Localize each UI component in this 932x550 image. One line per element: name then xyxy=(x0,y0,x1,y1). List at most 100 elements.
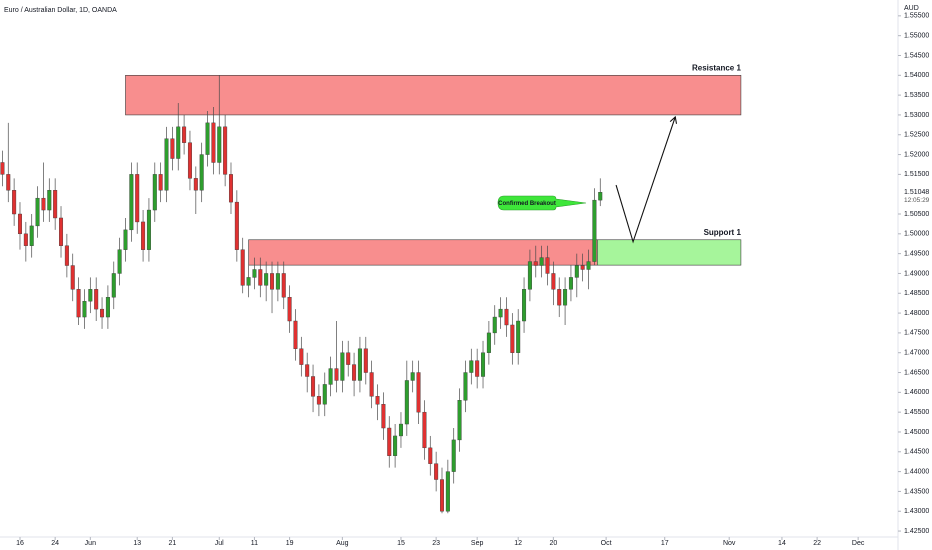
candle-body xyxy=(557,289,562,306)
candle-body xyxy=(375,396,380,405)
candle-body xyxy=(457,400,462,441)
y-tick-label: 1.50500 xyxy=(904,211,929,218)
candle-body xyxy=(59,217,64,246)
x-tick-label: 17 xyxy=(661,540,669,547)
candle-body xyxy=(88,289,93,302)
candle-body xyxy=(94,289,99,310)
candle-body xyxy=(486,332,491,353)
y-tick-label: 1.49500 xyxy=(904,250,929,257)
callout-text: Confirmed Breakout xyxy=(498,201,556,207)
candle-body xyxy=(410,372,415,381)
y-tick-label: 1.52500 xyxy=(904,132,929,139)
candle-body xyxy=(545,257,550,274)
candle-body xyxy=(522,289,527,322)
y-tick-label: 1.55500 xyxy=(904,13,929,20)
projection-arrowhead xyxy=(669,115,678,124)
candle-body xyxy=(100,308,105,318)
candle-body xyxy=(416,372,421,413)
candle-body xyxy=(146,209,151,250)
candle-body xyxy=(123,229,128,250)
y-tick-label: 1.43500 xyxy=(904,488,929,495)
candle-body xyxy=(580,265,585,270)
candle-body xyxy=(64,245,69,266)
candle-body xyxy=(47,190,52,211)
candle-body xyxy=(328,368,333,385)
candle-body xyxy=(193,178,198,191)
candle-body xyxy=(352,364,357,381)
candle-body xyxy=(182,126,187,143)
x-tick-label: 22 xyxy=(813,540,821,547)
candle-body xyxy=(264,273,269,286)
candle-body xyxy=(381,404,386,429)
candle-body xyxy=(281,273,286,298)
x-tick-label: 23 xyxy=(432,540,440,547)
x-tick-label: Jun xyxy=(85,540,96,547)
candle-body xyxy=(246,277,251,286)
y-tick-label: 1.43000 xyxy=(904,508,929,515)
candle-body xyxy=(228,174,233,203)
x-tick-label: 19 xyxy=(286,540,294,547)
x-tick-label: 24 xyxy=(51,540,59,547)
candle-body xyxy=(0,162,5,175)
x-tick-label: Jul xyxy=(215,540,224,547)
x-tick-label: 13 xyxy=(133,540,141,547)
x-tick-label: 14 xyxy=(778,540,786,547)
y-tick-label: 1.49000 xyxy=(904,270,929,277)
candle-body xyxy=(158,174,163,191)
y-tick-label: 1.44000 xyxy=(904,468,929,475)
candle-body xyxy=(434,463,439,480)
candle-body xyxy=(422,411,427,449)
y-tick-label: 1.42500 xyxy=(904,528,929,535)
y-tick-label: 1.45500 xyxy=(904,409,929,416)
candle-body xyxy=(41,197,46,211)
y-tick-label: 1.55000 xyxy=(904,33,929,40)
candle-body xyxy=(252,269,257,278)
y-tick-label: 1.46500 xyxy=(904,369,929,376)
candle-body xyxy=(393,435,398,456)
candle-body xyxy=(492,316,497,334)
x-tick-label: Oct xyxy=(601,540,612,547)
candle-body xyxy=(223,126,228,175)
candle-body xyxy=(551,273,556,290)
x-tick-label: 12 xyxy=(514,540,522,547)
candle-body xyxy=(363,348,368,373)
candle-body xyxy=(105,297,110,318)
candle-body xyxy=(117,249,122,274)
candle-body xyxy=(598,192,603,201)
candle-body xyxy=(463,372,468,401)
x-tick-label: Aug xyxy=(336,540,349,547)
candle-body xyxy=(568,277,573,290)
candle-body xyxy=(275,273,280,290)
candle-body xyxy=(234,201,239,250)
y-tick-label: 1.51500 xyxy=(904,171,929,178)
y-tick-label: 1.53500 xyxy=(904,92,929,99)
candle-body xyxy=(76,289,81,318)
callout-bubble xyxy=(497,195,587,211)
y-tick-label: 1.54000 xyxy=(904,72,929,79)
x-tick-label: 15 xyxy=(397,540,405,547)
y-tick-label: 1.45000 xyxy=(904,429,929,436)
y-tick-label: 1.50000 xyxy=(904,231,929,238)
candle-body xyxy=(398,423,403,437)
candle-body xyxy=(510,324,515,353)
candle-body xyxy=(53,190,58,219)
candle-body xyxy=(504,308,509,326)
candle-body xyxy=(369,372,374,397)
zone xyxy=(248,239,598,266)
y-tick-label: 1.48500 xyxy=(904,290,929,297)
y-tick-label: 1.44500 xyxy=(904,449,929,456)
zone xyxy=(125,74,742,116)
y-tick-label: 1.48000 xyxy=(904,310,929,317)
candle-body xyxy=(451,439,456,472)
x-tick-label: 21 xyxy=(168,540,176,547)
x-tick-label: Nov xyxy=(723,540,736,547)
y-tick-label: 1.53000 xyxy=(904,112,929,119)
y-tick-label: 1.46000 xyxy=(904,389,929,396)
candle-body xyxy=(6,174,11,191)
candle-body xyxy=(129,174,134,231)
candle-body xyxy=(152,174,157,211)
candle-body xyxy=(586,261,591,270)
candle-body xyxy=(211,122,216,163)
candle-body xyxy=(439,479,444,512)
